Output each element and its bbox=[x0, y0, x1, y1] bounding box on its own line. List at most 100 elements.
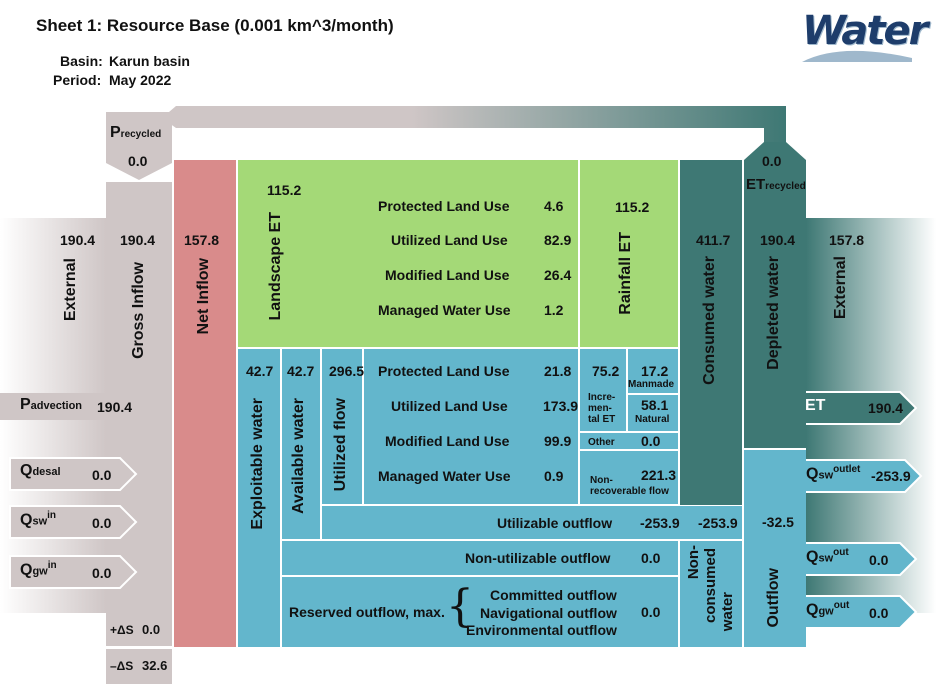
nonrecoverable-value: 221.3 bbox=[641, 467, 677, 483]
exploitable-water-value: 42.7 bbox=[246, 363, 274, 379]
utilized-row-managed-value: 0.9 bbox=[544, 468, 564, 484]
depleted-water-block bbox=[744, 200, 806, 448]
available-water-value: 42.7 bbox=[287, 363, 315, 379]
incremental-et-value: 75.2 bbox=[592, 363, 620, 379]
reserved-item-environmental: Environmental outflow bbox=[466, 622, 617, 638]
reserved-outflow-block bbox=[282, 577, 678, 647]
landscape-et-label: Landscape ET bbox=[267, 212, 284, 321]
logo-wave-icon bbox=[802, 50, 912, 62]
nonrecoverable-block bbox=[580, 451, 678, 504]
period-label: Period: bbox=[53, 72, 102, 88]
landscape-et-value: 115.2 bbox=[267, 182, 302, 198]
utilizable-outflow-label: Utilizable outflow bbox=[497, 515, 613, 531]
natural-value: 58.1 bbox=[641, 397, 669, 413]
consumed-water-block bbox=[680, 160, 742, 505]
ds-plus-label: +ΔS bbox=[110, 623, 134, 637]
qgwout-label: Qgwout bbox=[806, 600, 850, 619]
gross-inflow-column bbox=[106, 182, 172, 614]
precycled-label: Precycled bbox=[110, 124, 162, 141]
utilizable-outflow-value: -253.9 bbox=[640, 515, 680, 531]
landscape-row-utilized-label: Utilized Land Use bbox=[391, 232, 508, 248]
etrecycled-label: ETrecycled bbox=[746, 176, 806, 193]
sheet-title: Sheet 1: Resource Base (0.001 km^3/month… bbox=[36, 16, 394, 35]
qswin-arrow bbox=[9, 505, 138, 539]
nonconsumed-water-label-1: Non- bbox=[685, 545, 702, 580]
reserved-item-committed: Committed outflow bbox=[490, 587, 617, 603]
landscape-row-modified-value: 26.4 bbox=[544, 267, 572, 283]
reserved-item-navigational: Navigational outflow bbox=[480, 605, 617, 621]
consumed-water-value: 411.7 bbox=[696, 232, 731, 248]
basin-label: Basin: bbox=[60, 53, 103, 69]
rainfall-et-block bbox=[580, 160, 678, 347]
landscape-row-protected-label: Protected Land Use bbox=[378, 198, 510, 214]
qdesal-value: 0.0 bbox=[92, 467, 112, 483]
water-logo: Water bbox=[800, 8, 928, 64]
utilized-flow-label: Utilized flow bbox=[332, 398, 349, 492]
net-inflow-block bbox=[174, 160, 236, 647]
qgwin-label: Qgwin bbox=[20, 560, 57, 579]
net-inflow-value: 157.8 bbox=[184, 232, 220, 248]
manmade-label: Manmade bbox=[628, 379, 675, 390]
incremental-et-label-2: men- bbox=[588, 403, 612, 414]
other-block bbox=[580, 433, 678, 449]
consumed-water-label: Consumed water bbox=[701, 256, 718, 385]
manmade-value: 17.2 bbox=[641, 363, 669, 379]
other-label: Other bbox=[588, 437, 615, 448]
utilized-row-protected-label: Protected Land Use bbox=[378, 363, 510, 379]
padvection-value: 190.4 bbox=[97, 399, 133, 415]
ds-minus-label: –ΔS bbox=[110, 659, 134, 673]
incremental-et-label-1: Incre- bbox=[588, 392, 616, 403]
landscape-row-managed-label: Managed Water Use bbox=[378, 302, 511, 318]
exploitable-water-label: Exploitable water bbox=[249, 398, 266, 530]
nonrecoverable-label-1: Non- bbox=[590, 475, 613, 486]
qswoutlet-label: Qswoutlet bbox=[806, 464, 861, 483]
precycled-value: 0.0 bbox=[128, 153, 148, 169]
landscape-row-managed-value: 1.2 bbox=[544, 302, 564, 318]
landscape-et-block bbox=[238, 160, 578, 347]
utilized-flow-value: 296.5 bbox=[329, 363, 365, 379]
nonconsumed-water-label-2: consumed bbox=[702, 548, 719, 624]
utilized-flow-block bbox=[322, 349, 362, 504]
external-in-label: External bbox=[62, 258, 79, 322]
utilized-row-managed-label: Managed Water Use bbox=[378, 468, 511, 484]
natural-block bbox=[628, 395, 678, 431]
manmade-block bbox=[628, 349, 678, 393]
reserved-outflow-value: 0.0 bbox=[641, 604, 661, 620]
external-out-value: 157.8 bbox=[829, 232, 865, 248]
reserved-outflow-label: Reserved outflow, max. bbox=[289, 604, 445, 620]
etrecycled-shape bbox=[744, 142, 806, 200]
depleted-water-label: Depleted water bbox=[765, 256, 782, 370]
nonutilizable-outflow-label: Non-utilizable outflow bbox=[465, 550, 611, 566]
basin-value: Karun basin bbox=[109, 53, 190, 69]
utilized-rows-block bbox=[364, 349, 578, 504]
et-out-value: 190.4 bbox=[868, 400, 904, 416]
landscape-row-modified-label: Modified Land Use bbox=[385, 267, 510, 283]
precycled-arrow bbox=[106, 112, 172, 180]
qgwout-value: 0.0 bbox=[869, 605, 889, 621]
utilizable-outflow-block bbox=[322, 506, 742, 539]
qgwin-arrow bbox=[9, 555, 138, 589]
gross-inflow-label: Gross Inflow bbox=[130, 262, 147, 359]
nonconsumed-water-label-3: water bbox=[719, 592, 736, 632]
nonconsumed-water-block bbox=[680, 541, 742, 647]
qswin-value: 0.0 bbox=[92, 515, 112, 531]
landscape-row-protected-value: 4.6 bbox=[544, 198, 564, 214]
utilized-row-utilized-label: Utilized Land Use bbox=[391, 398, 508, 414]
nonconsumed-water-value: -253.9 bbox=[698, 515, 738, 531]
qswout-label: Qswout bbox=[806, 547, 849, 566]
available-water-block bbox=[282, 349, 320, 539]
net-inflow-label: Net Inflow bbox=[195, 258, 212, 335]
etrecycled-value: 0.0 bbox=[762, 153, 782, 169]
qswout-value: 0.0 bbox=[869, 552, 889, 568]
et-out-label: ET bbox=[805, 397, 826, 414]
available-water-label: Available water bbox=[290, 398, 307, 514]
padvection-label: Padvection bbox=[20, 396, 83, 413]
utilized-row-utilized-value: 173.9 bbox=[543, 398, 579, 414]
reserved-brace: { bbox=[446, 581, 474, 632]
qdesal-label: Qdesal bbox=[20, 462, 61, 479]
qswoutlet-value: -253.9 bbox=[871, 468, 911, 484]
qswin-label: Qswin bbox=[20, 510, 57, 529]
ds-minus-value: 32.6 bbox=[142, 658, 168, 673]
depleted-water-value: 190.4 bbox=[760, 232, 796, 248]
